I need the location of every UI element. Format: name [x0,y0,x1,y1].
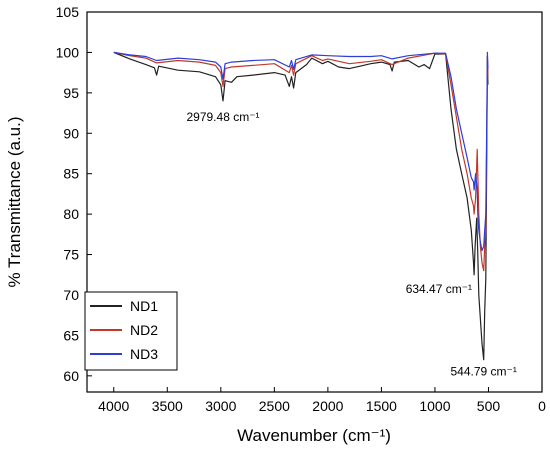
x-tick-label: 4000 [98,398,129,414]
x-tick-label: 2500 [259,398,290,414]
legend-label: ND3 [130,346,158,362]
y-tick-label: 60 [63,368,79,384]
y-axis: 60 65 70 75 80 85 90 95 100 105 [56,4,92,384]
y-tick-label: 105 [56,4,80,20]
peak-annotation: 2979.48 cm⁻¹ [186,110,259,124]
x-tick-label: 3500 [152,398,183,414]
y-tick-label: 95 [63,85,79,101]
y-tick-label: 80 [63,206,79,222]
annotations: 2979.48 cm⁻¹ 634.47 cm⁻¹ 544.79 cm⁻¹ [186,110,516,379]
x-tick-label: 2000 [312,398,343,414]
y-tick-label: 100 [56,44,80,60]
x-axis: 4000 3500 3000 2500 2000 1500 1000 500 0 [98,387,546,414]
peak-annotation: 634.47 cm⁻¹ [406,282,472,296]
y-tick-label: 90 [63,125,79,141]
peak-annotation: 544.79 cm⁻¹ [450,365,516,379]
x-axis-label: Wavenumber (cm⁻¹) [237,426,391,445]
y-axis-label: % Transmittance (a.u.) [5,116,24,287]
series-line-nd1 [113,51,489,361]
y-tick-label: 70 [63,287,79,303]
legend-label: ND2 [130,322,158,338]
series-line-nd3 [113,51,489,252]
series-line-nd2 [113,51,489,272]
x-tick-label: 500 [477,398,501,414]
x-tick-label: 0 [538,398,546,414]
y-tick-label: 85 [63,166,79,182]
legend: ND1 ND2 ND3 [84,291,178,371]
x-tick-label: 1500 [366,398,397,414]
x-tick-label: 3000 [205,398,236,414]
x-tick-label: 1000 [419,398,450,414]
legend-label: ND1 [130,298,158,314]
series-layer [113,51,489,361]
y-tick-label: 65 [63,327,79,343]
y-tick-label: 75 [63,247,79,263]
